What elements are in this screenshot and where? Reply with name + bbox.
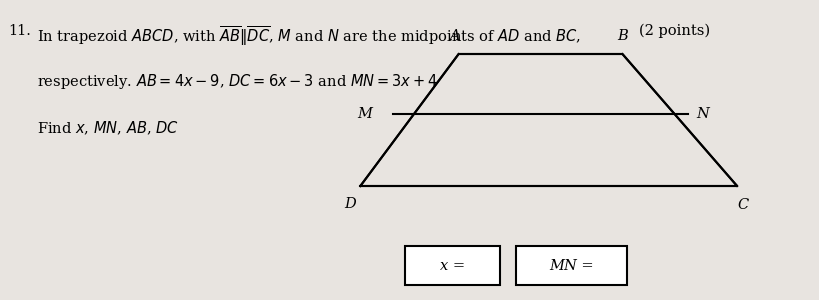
Text: 11.: 11. [8,24,31,38]
Text: x =: x = [440,259,465,272]
Text: N: N [696,107,709,121]
Text: (2 points): (2 points) [639,24,710,38]
Text: In trapezoid $ABCD$, with $\overline{AB} \| \overline{DC}$, $M$ and $N$ are the : In trapezoid $ABCD$, with $\overline{AB}… [37,24,581,48]
Text: C: C [737,198,749,212]
Text: MN =: MN = [549,259,594,272]
Text: A: A [450,29,459,44]
Text: Find $x$, $MN$, $AB$, $DC$: Find $x$, $MN$, $AB$, $DC$ [37,120,179,137]
Text: B: B [617,29,628,44]
Text: M: M [358,107,373,121]
FancyBboxPatch shape [405,246,500,285]
Text: D: D [345,196,356,211]
Text: respectively. $AB=4x-9$, $DC=6x-3$ and $MN=3x+4$: respectively. $AB=4x-9$, $DC=6x-3$ and $… [37,72,437,91]
FancyBboxPatch shape [516,246,627,285]
